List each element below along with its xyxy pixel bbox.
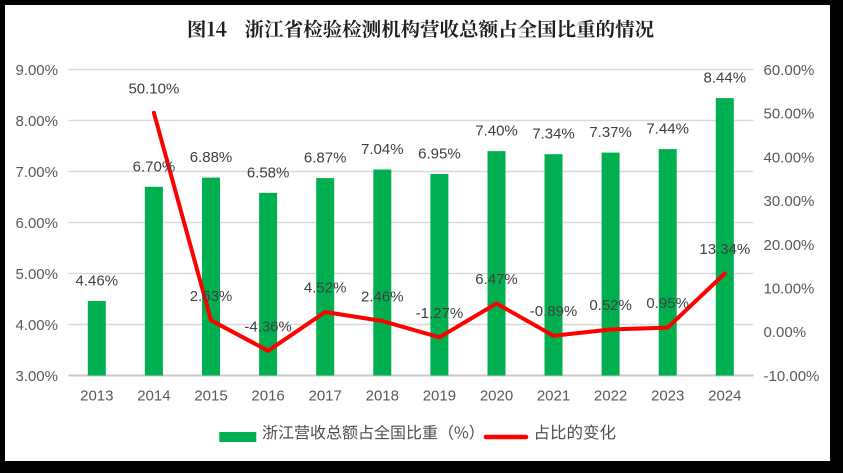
svg-text:-1.27%: -1.27%: [416, 305, 464, 322]
svg-text:6.00%: 6.00%: [15, 215, 58, 232]
svg-text:7.04%: 7.04%: [361, 141, 404, 158]
svg-text:3.00%: 3.00%: [15, 368, 58, 385]
svg-text:2013: 2013: [80, 387, 113, 404]
svg-text:4.00%: 4.00%: [15, 317, 58, 334]
svg-text:7.37%: 7.37%: [589, 124, 632, 141]
svg-text:50.00%: 50.00%: [764, 106, 815, 123]
svg-text:0.95%: 0.95%: [646, 295, 689, 312]
svg-text:2019: 2019: [423, 387, 456, 404]
svg-text:8.44%: 8.44%: [704, 70, 747, 87]
svg-text:-10.00%: -10.00%: [764, 368, 820, 385]
svg-text:0.52%: 0.52%: [589, 297, 632, 314]
svg-text:0.00%: 0.00%: [764, 324, 807, 341]
svg-text:60.00%: 60.00%: [764, 62, 815, 79]
svg-text:2017: 2017: [309, 387, 342, 404]
svg-text:6.47%: 6.47%: [475, 271, 518, 288]
svg-text:7.40%: 7.40%: [475, 123, 518, 140]
svg-text:4.52%: 4.52%: [304, 280, 347, 297]
svg-text:5.00%: 5.00%: [15, 266, 58, 283]
svg-text:2.46%: 2.46%: [361, 289, 404, 306]
svg-text:-4.36%: -4.36%: [244, 318, 292, 335]
svg-text:4.46%: 4.46%: [76, 273, 119, 290]
svg-text:6.70%: 6.70%: [133, 158, 176, 175]
svg-text:2.63%: 2.63%: [190, 288, 233, 305]
svg-text:7.00%: 7.00%: [15, 164, 58, 181]
svg-text:2020: 2020: [480, 387, 513, 404]
svg-text:6.58%: 6.58%: [247, 164, 290, 181]
svg-text:2015: 2015: [194, 387, 227, 404]
svg-text:7.34%: 7.34%: [532, 126, 575, 143]
svg-text:10.00%: 10.00%: [764, 281, 815, 298]
svg-text:2023: 2023: [651, 387, 684, 404]
svg-text:2018: 2018: [366, 387, 399, 404]
svg-text:2024: 2024: [708, 387, 741, 404]
svg-text:9.00%: 9.00%: [15, 62, 58, 79]
svg-text:-0.89%: -0.89%: [530, 303, 578, 320]
svg-text:20.00%: 20.00%: [764, 237, 815, 254]
svg-text:40.00%: 40.00%: [764, 149, 815, 166]
svg-text:30.00%: 30.00%: [764, 193, 815, 210]
svg-text:6.88%: 6.88%: [190, 149, 233, 166]
svg-text:8.00%: 8.00%: [15, 113, 58, 130]
svg-text:2021: 2021: [537, 387, 570, 404]
svg-text:2022: 2022: [594, 387, 627, 404]
svg-text:2016: 2016: [251, 387, 284, 404]
svg-text:7.44%: 7.44%: [646, 121, 689, 138]
svg-text:6.87%: 6.87%: [304, 150, 347, 167]
svg-text:13.34%: 13.34%: [699, 241, 750, 258]
svg-text:50.10%: 50.10%: [128, 80, 179, 97]
svg-text:6.95%: 6.95%: [418, 146, 461, 163]
svg-text:2014: 2014: [137, 387, 170, 404]
